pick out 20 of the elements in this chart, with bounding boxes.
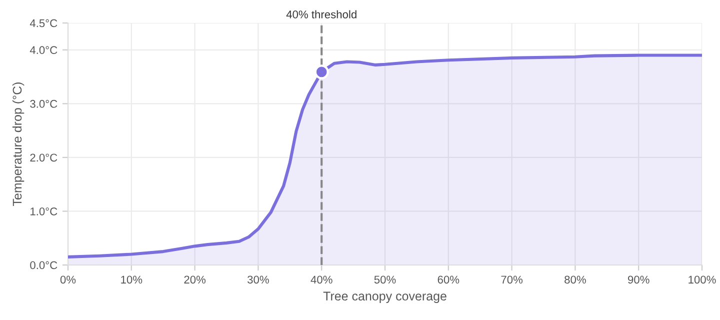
x-tick-label: 10% (121, 276, 142, 284)
x-tick-label: 30% (248, 276, 269, 284)
x-tick-label: 0% (60, 276, 76, 284)
x-tick-label: 20% (184, 276, 206, 284)
y-tick-label: 2.0°C (30, 154, 58, 162)
x-tick-label: 40% (310, 276, 332, 284)
x-tick-label: 90% (628, 276, 650, 284)
y-tick-label: 3.0°C (30, 100, 58, 108)
x-axis-title: Tree canopy coverage (323, 292, 446, 303)
y-tick-label: 1.0°C (30, 207, 58, 216)
y-tick-label: 0.0°C (30, 261, 58, 270)
y-axis-title: Temperature drop (°C) (12, 82, 24, 206)
y-tick-label: 4.0°C (30, 46, 58, 54)
y-tick-label: 4.5°C (30, 19, 58, 28)
ref-line-label: 40% threshold (286, 10, 356, 18)
x-tick-label: 100% (688, 276, 716, 284)
x-tick-label: 60% (438, 276, 460, 284)
x-tick-label: 70% (501, 276, 523, 284)
x-tick-label: 50% (374, 276, 396, 284)
x-tick-label: 80% (564, 276, 586, 284)
